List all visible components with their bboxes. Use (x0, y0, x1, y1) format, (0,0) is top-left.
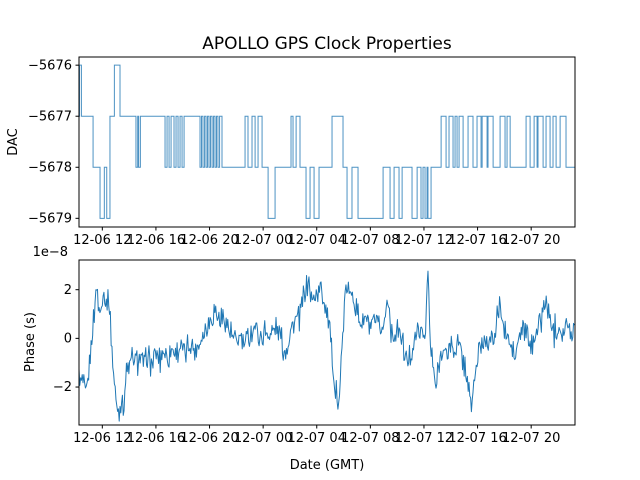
phase-offset-text: 1e−8 (33, 245, 68, 260)
x-tick-label: 12-06 20 (180, 431, 238, 446)
phase-noise-path (79, 270, 575, 422)
y-tick-label: 2 (64, 283, 72, 298)
dac-step-line (79, 64, 575, 219)
x-tick-label: 12-07 20 (502, 233, 560, 248)
y-tick-label: −5676 (28, 58, 72, 73)
x-tick-label: 12-07 16 (448, 233, 506, 248)
chart-title: APOLLO GPS Clock Properties (202, 34, 452, 54)
y-tick-label: −5678 (28, 160, 72, 175)
phase-line (79, 270, 575, 422)
x-tick-label: 12-06 16 (127, 431, 185, 446)
phase-axes-frame (78, 259, 576, 426)
x-tick-label: 12-07 04 (288, 233, 346, 248)
x-axis-label: Date (GMT) (290, 458, 365, 473)
x-tick-label: 12-07 16 (448, 431, 506, 446)
x-tick-label: 12-07 08 (341, 233, 399, 248)
x-tick-label: 12-06 12 (73, 233, 131, 248)
dac-axes-frame (78, 56, 576, 228)
x-tick-label: 12-06 12 (73, 431, 131, 446)
x-tick-label: 12-07 00 (234, 233, 292, 248)
x-tick-label: 12-06 16 (127, 233, 185, 248)
x-tick-label: 12-07 20 (502, 431, 560, 446)
x-tick-label: 12-07 04 (288, 431, 346, 446)
x-tick-label: 12-07 00 (234, 431, 292, 446)
x-tick-label: 12-07 12 (395, 233, 453, 248)
dac-step-path (79, 64, 575, 219)
y-tick-label: −5679 (28, 212, 72, 227)
y-tick-label: −2 (53, 380, 72, 395)
x-tick-label: 12-06 20 (180, 233, 238, 248)
phase-y-axis-label: Phase (s) (23, 312, 38, 372)
x-tick-label: 12-07 12 (395, 431, 453, 446)
x-tick-label: 12-07 08 (341, 431, 399, 446)
y-tick-label: 0 (64, 332, 72, 347)
y-tick-label: −5677 (28, 109, 72, 124)
dac-y-axis-label: DAC (6, 128, 21, 156)
